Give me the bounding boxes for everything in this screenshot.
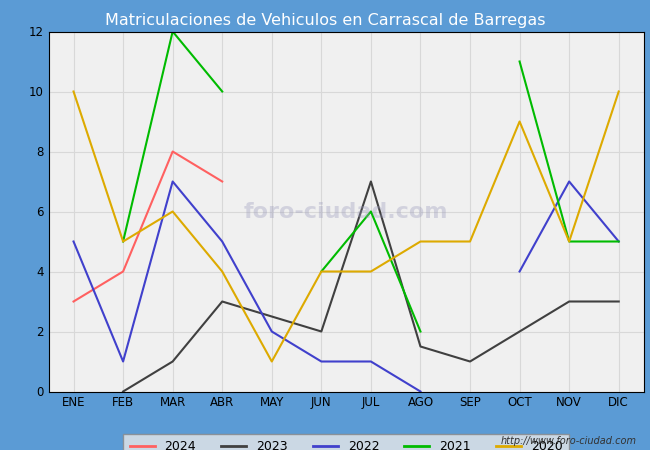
2024: [218, 179, 226, 184]
2021: [218, 89, 226, 94]
2022: [70, 239, 77, 244]
Legend: 2024, 2023, 2022, 2021, 2020: 2024, 2023, 2022, 2021, 2020: [124, 434, 569, 450]
Line: 2020: 2020: [73, 91, 619, 361]
Text: Matriculaciones de Vehiculos en Carrascal de Barregas: Matriculaciones de Vehiculos en Carrasca…: [105, 13, 545, 28]
2020: [268, 359, 276, 364]
2023: [566, 299, 573, 304]
2020: [317, 269, 325, 274]
2024: [70, 299, 77, 304]
Line: 2021: 2021: [123, 32, 222, 242]
2021: [169, 29, 177, 34]
2022: [317, 359, 325, 364]
Line: 2024: 2024: [73, 152, 222, 302]
2023: [268, 314, 276, 319]
2020: [615, 89, 623, 94]
2023: [169, 359, 177, 364]
2024: [169, 149, 177, 154]
Line: 2023: 2023: [123, 181, 619, 392]
2022: [268, 329, 276, 334]
2020: [566, 239, 573, 244]
2023: [515, 329, 523, 334]
2020: [367, 269, 375, 274]
2022: [119, 359, 127, 364]
2024: [119, 269, 127, 274]
2023: [317, 329, 325, 334]
2023: [119, 389, 127, 394]
2023: [466, 359, 474, 364]
2021: [119, 239, 127, 244]
2022: [367, 359, 375, 364]
2020: [70, 89, 77, 94]
Text: http://www.foro-ciudad.com: http://www.foro-ciudad.com: [501, 436, 637, 446]
2020: [119, 239, 127, 244]
Line: 2022: 2022: [73, 181, 421, 392]
2020: [169, 209, 177, 214]
2020: [466, 239, 474, 244]
Text: foro-ciudad.com: foro-ciudad.com: [244, 202, 448, 221]
2022: [218, 239, 226, 244]
2023: [218, 299, 226, 304]
2022: [169, 179, 177, 184]
2020: [515, 119, 523, 124]
2022: [417, 389, 424, 394]
2023: [615, 299, 623, 304]
2023: [367, 179, 375, 184]
2023: [417, 344, 424, 349]
2020: [218, 269, 226, 274]
2020: [417, 239, 424, 244]
